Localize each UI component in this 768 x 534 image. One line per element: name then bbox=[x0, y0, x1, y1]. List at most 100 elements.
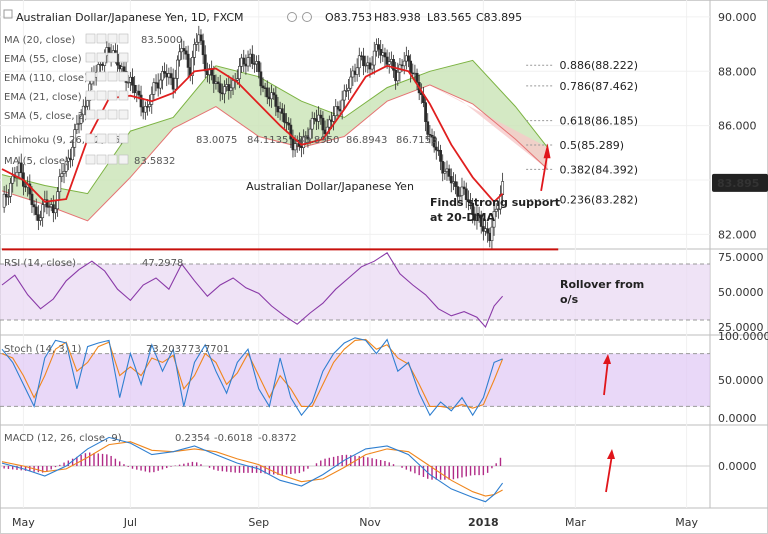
cloud-top-line bbox=[1, 59, 548, 195]
candle-body bbox=[139, 94, 143, 108]
header-control-icon bbox=[302, 12, 312, 22]
candle-body bbox=[270, 92, 273, 100]
indicator-control-icon bbox=[118, 33, 129, 44]
candle-body bbox=[131, 76, 134, 86]
candle-body bbox=[494, 208, 498, 212]
candle-body bbox=[79, 114, 83, 124]
indicator-label: MA (20, close) bbox=[4, 35, 75, 46]
indicator-control-icon bbox=[96, 133, 107, 144]
candle-body bbox=[355, 67, 359, 75]
stoch-d-line bbox=[1, 338, 504, 409]
candle-body bbox=[428, 134, 432, 136]
candle-body bbox=[310, 118, 314, 130]
candle-body bbox=[441, 161, 445, 174]
ohlc-value: H83.938 bbox=[374, 11, 421, 24]
indicator-control-icon bbox=[107, 133, 118, 144]
candle-body bbox=[148, 104, 152, 107]
x-tick-label: May bbox=[12, 516, 35, 529]
candle-body bbox=[432, 136, 436, 148]
candle-body bbox=[122, 66, 126, 72]
macd-arrow bbox=[605, 454, 613, 493]
indicator-control-icon bbox=[85, 109, 96, 120]
indicator-control-icon bbox=[107, 109, 118, 120]
candle-body bbox=[424, 102, 428, 123]
macd-signal-line bbox=[1, 441, 503, 497]
indicator-control-icon bbox=[85, 71, 96, 82]
stoch-k-value: 73.2037 bbox=[146, 344, 187, 355]
rsi-tick-label: 75.0000 bbox=[718, 251, 764, 264]
candle-body bbox=[64, 161, 68, 172]
candle-body bbox=[289, 124, 293, 140]
candle-body bbox=[86, 100, 89, 107]
indicator-control-icon bbox=[107, 52, 118, 63]
macd-value: -0.6018 bbox=[214, 433, 253, 444]
candle-body bbox=[458, 195, 462, 197]
candle-body bbox=[308, 128, 312, 140]
candle-body bbox=[184, 50, 188, 55]
candle-body bbox=[126, 81, 130, 84]
candle-body bbox=[302, 136, 306, 148]
candle-body bbox=[7, 196, 10, 198]
indicator-control-icon bbox=[85, 154, 96, 165]
candle-body bbox=[223, 86, 226, 95]
candle-body bbox=[4, 193, 8, 198]
rsi-label: RSI (14, close) bbox=[4, 258, 76, 269]
candle-body bbox=[242, 57, 246, 65]
candle-body bbox=[47, 206, 51, 208]
indicator-control-icon bbox=[96, 52, 107, 63]
main-arrow bbox=[540, 152, 549, 192]
indicator-control-icon bbox=[118, 71, 129, 82]
candle-body bbox=[137, 90, 141, 96]
candle-body bbox=[340, 99, 344, 112]
collapse-icon bbox=[3, 9, 13, 19]
candle-body bbox=[396, 71, 400, 82]
candle-body bbox=[265, 87, 269, 98]
candle-body bbox=[287, 122, 291, 126]
fib-level-label: 0.5(85.289) bbox=[560, 139, 625, 152]
macd-signal-value: -0.8372 bbox=[258, 433, 297, 444]
candle-body bbox=[415, 72, 419, 83]
candle-body bbox=[216, 81, 220, 85]
candle-body bbox=[443, 171, 447, 174]
candle-body bbox=[439, 150, 442, 162]
indicator-control-icon bbox=[85, 33, 96, 44]
ohlc-value: O83.753 bbox=[325, 11, 372, 24]
candle-body bbox=[133, 84, 137, 94]
candle-body bbox=[41, 204, 45, 219]
candle-body bbox=[238, 65, 241, 80]
candle-body bbox=[34, 206, 38, 215]
candle-body bbox=[471, 202, 475, 215]
candle-body bbox=[11, 175, 15, 184]
indicator-control-icon bbox=[96, 109, 107, 120]
candle-body bbox=[407, 55, 410, 62]
ma5-value: 83.5832 bbox=[134, 156, 175, 167]
candle-body bbox=[409, 60, 413, 74]
x-tick-label: Jul bbox=[123, 516, 137, 529]
support-annotation-line2: at 20-DMA bbox=[430, 211, 495, 224]
rsi-line bbox=[1, 252, 504, 329]
candle-body bbox=[246, 57, 250, 67]
rsi-tick-label: 25.0000 bbox=[718, 321, 764, 334]
candle-body bbox=[203, 54, 207, 72]
candle-body bbox=[173, 78, 177, 90]
candle-body bbox=[176, 59, 179, 79]
indicator-control-icon bbox=[96, 154, 107, 165]
macd-tick-label: 0.0000 bbox=[718, 460, 757, 473]
candle-body bbox=[362, 55, 365, 67]
indicator-control-icon bbox=[118, 90, 129, 101]
candle-body bbox=[385, 56, 389, 65]
candle-body bbox=[182, 48, 186, 52]
candle-body bbox=[161, 71, 164, 81]
macd-label: MACD (12, 26, close, 9) bbox=[4, 433, 122, 444]
candle-body bbox=[250, 53, 254, 64]
ichimoku-value: 84.1135 bbox=[247, 135, 288, 146]
candle-body bbox=[201, 40, 205, 56]
candle-body bbox=[163, 71, 166, 74]
candle-body bbox=[280, 108, 284, 114]
candle-body bbox=[30, 193, 34, 205]
candle-body bbox=[272, 92, 276, 96]
fib-level-label: 0.886(88.222) bbox=[560, 59, 639, 72]
ichimoku-value: 86.7153 bbox=[396, 135, 437, 146]
candle-body bbox=[372, 50, 376, 66]
macd-arrow-head bbox=[607, 449, 615, 459]
